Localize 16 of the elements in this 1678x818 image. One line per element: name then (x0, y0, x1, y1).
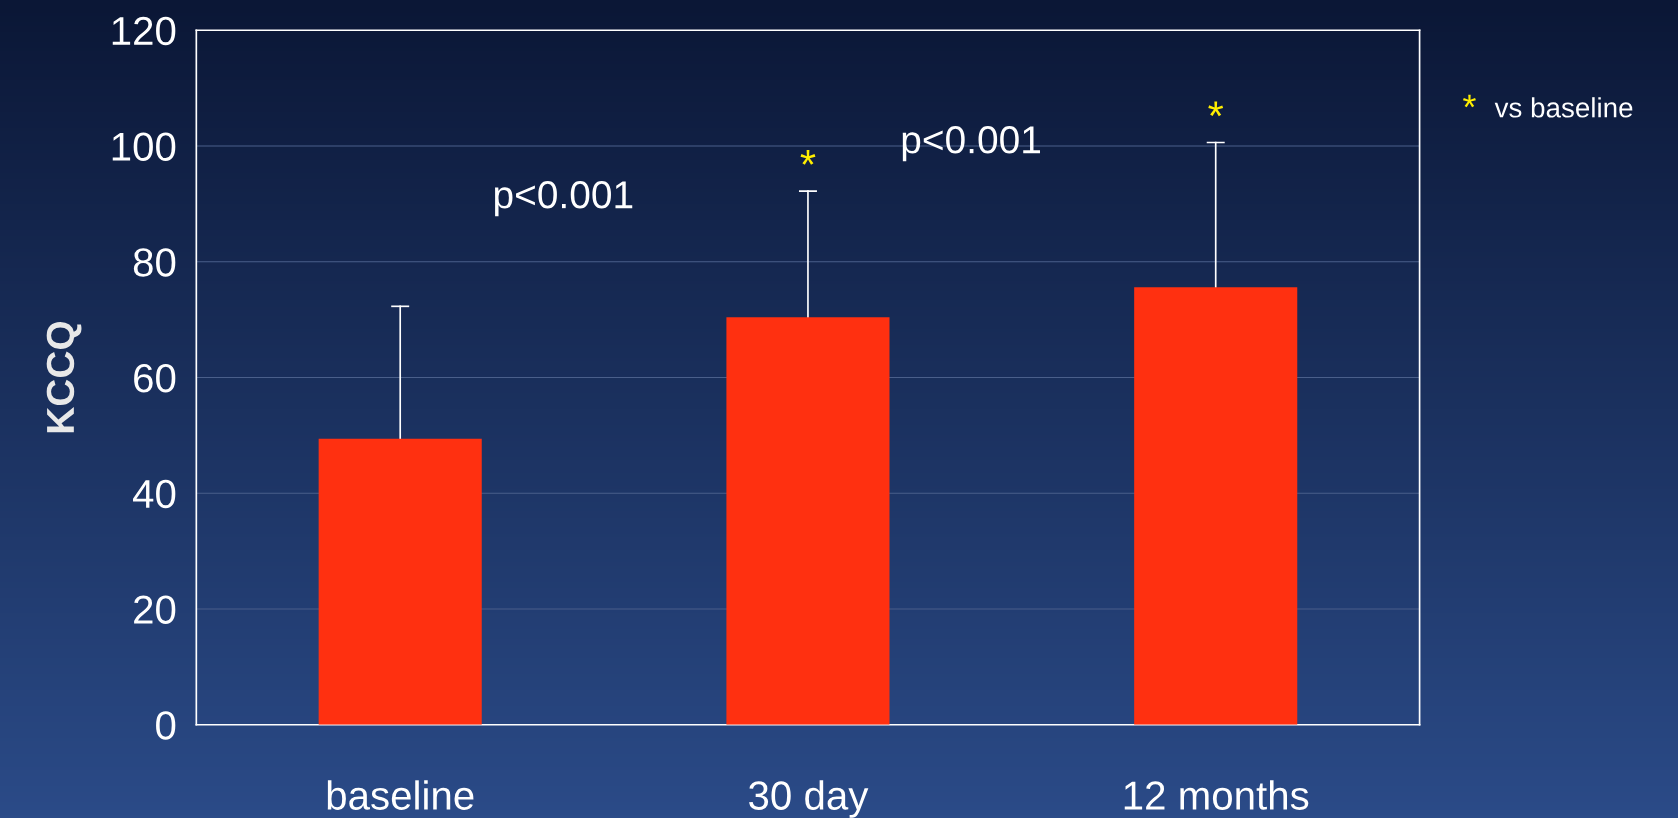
y-tick-label: 60 (134, 363, 176, 393)
y-tick-label: 20 (134, 595, 176, 624)
y-tick-label: 80 (133, 248, 176, 277)
y-tick-label: 100 (112, 132, 176, 161)
x-tick-label: 30 day (749, 780, 869, 818)
y-tick-label: 0 (156, 711, 176, 740)
y-tick-label: 40 (133, 479, 176, 509)
x-tick-label: 12 months (1124, 780, 1309, 810)
annotation: * (800, 150, 816, 165)
annotation: p<0.001 (494, 181, 633, 217)
annotation: * (1208, 101, 1224, 117)
annotation: p<0.001 (902, 126, 1040, 162)
y-tick-label: 120 (112, 16, 176, 46)
text: * vs baseline (1462, 94, 1633, 118)
x-tick-label: baseline (327, 780, 474, 810)
y-axis-title: KCCQ (46, 321, 82, 433)
